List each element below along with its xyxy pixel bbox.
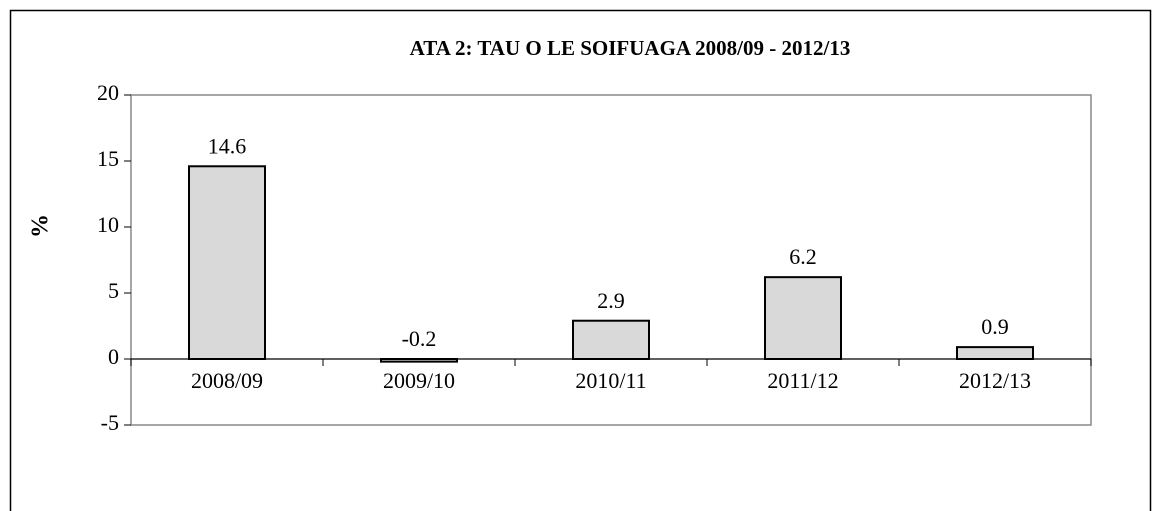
x-tick-label: 2008/09 [191, 368, 263, 393]
data-label: 14.6 [208, 133, 247, 158]
y-tick-label: 10 [97, 212, 119, 237]
y-tick-label: 0 [108, 344, 119, 369]
data-label: 2.9 [597, 288, 625, 313]
y-tick-label: 15 [97, 146, 119, 171]
y-axis-label: % [28, 214, 54, 238]
bar [188, 165, 266, 360]
data-label: 0.9 [981, 314, 1009, 339]
chart-title: ATA 2: TAU O LE SOIFUAGA 2008/09 - 2012/… [410, 36, 851, 60]
y-tick-label: 5 [108, 278, 119, 303]
x-tick-label: 2011/12 [767, 368, 838, 393]
bar [956, 346, 1034, 360]
bar [572, 319, 650, 360]
x-tick-label: 2009/10 [383, 368, 455, 393]
bar [764, 276, 842, 360]
data-label: 6.2 [789, 244, 817, 269]
y-tick-label: -5 [101, 410, 119, 435]
x-tick-label: 2012/13 [959, 368, 1031, 393]
y-tick-label: 20 [97, 80, 119, 105]
bar [380, 358, 458, 363]
data-label: -0.2 [402, 326, 437, 351]
chart-frame [9, 9, 1152, 511]
x-tick-label: 2010/11 [575, 368, 646, 393]
plot-area [130, 94, 1092, 426]
